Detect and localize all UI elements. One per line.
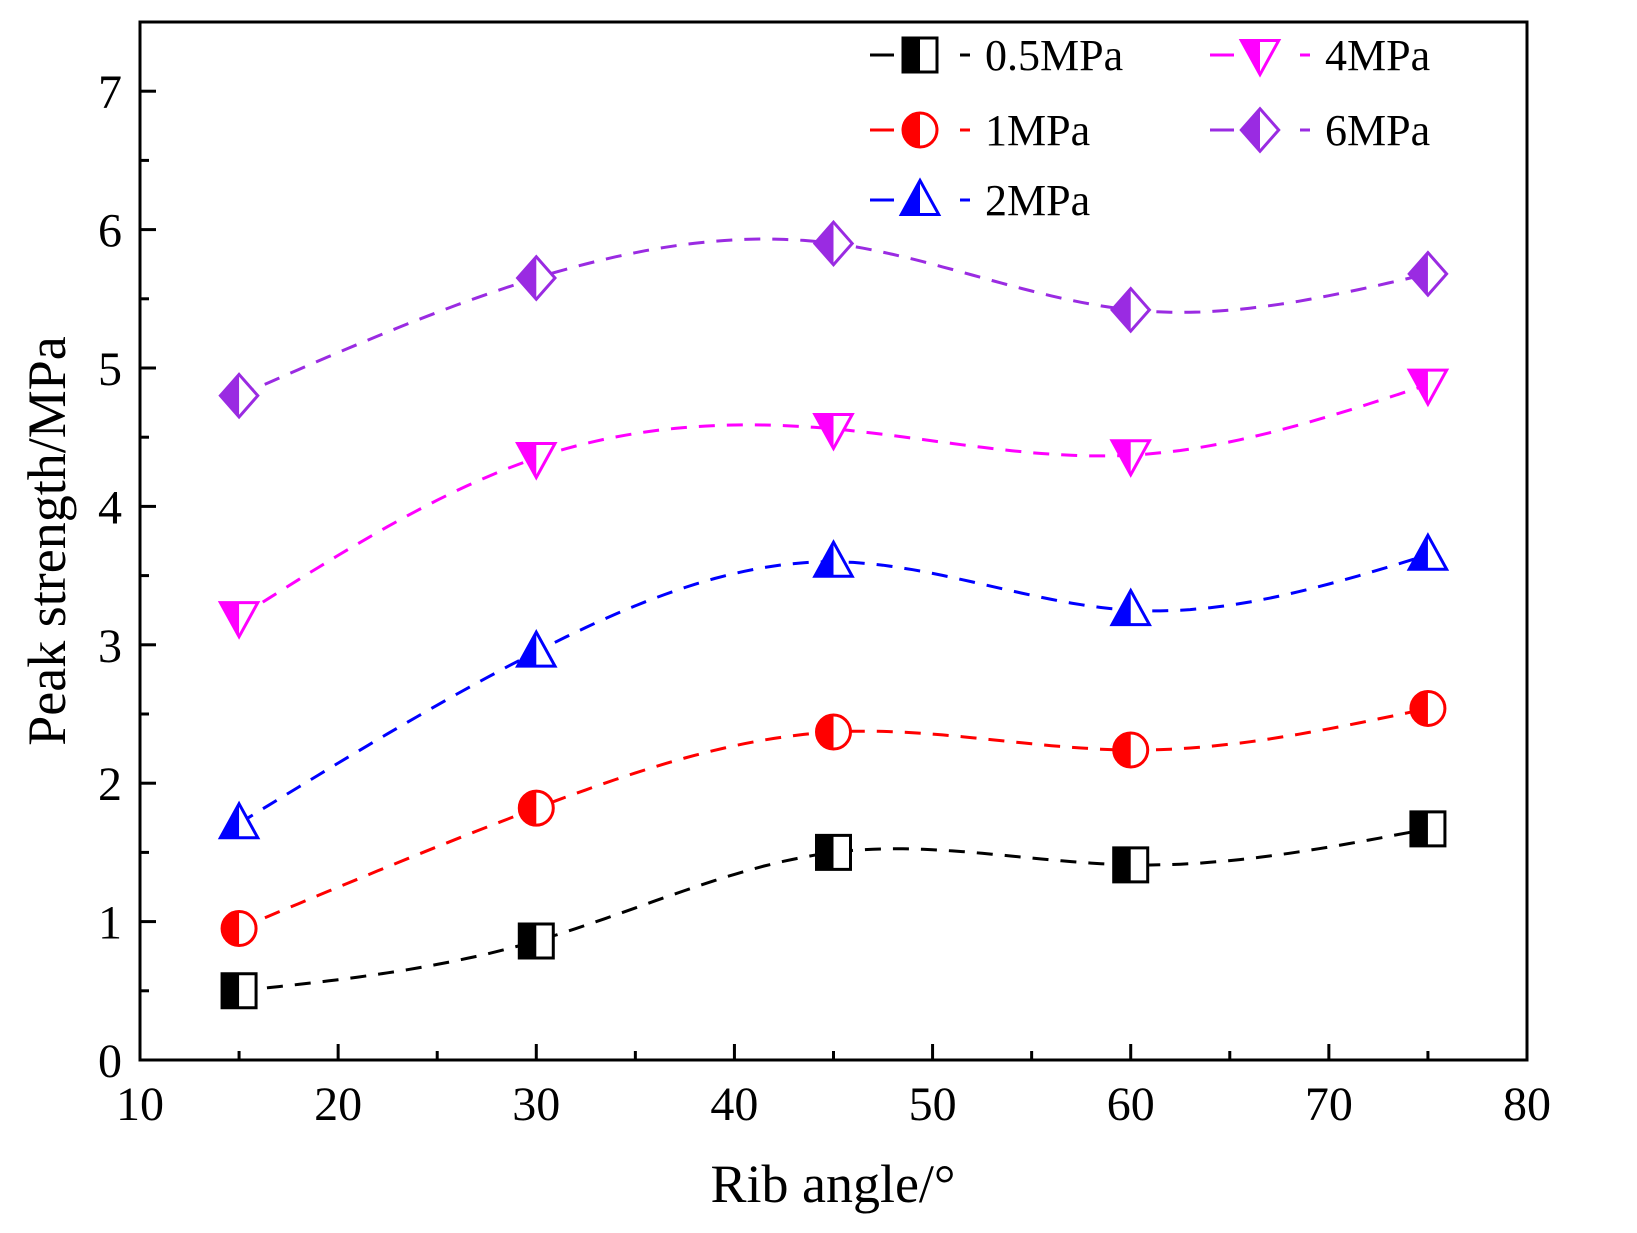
data-point-0.5MPa xyxy=(220,972,258,1010)
x-tick-label: 50 xyxy=(909,1078,957,1131)
legend-marker xyxy=(1238,39,1282,78)
legend-item-1MPa: 1MPa xyxy=(870,106,1090,155)
data-point-2MPa xyxy=(515,629,558,668)
data-markers xyxy=(217,219,1450,1010)
legend-marker xyxy=(898,177,942,216)
x-tick-label: 60 xyxy=(1107,1078,1155,1131)
y-tick-label: 2 xyxy=(98,758,122,811)
y-tick-label: 3 xyxy=(98,620,122,673)
legend-item-4MPa: 4MPa xyxy=(1210,31,1430,80)
fit-curve-0.5MPa xyxy=(238,827,1429,993)
data-point-2MPa xyxy=(1406,532,1450,571)
y-tick-label: 1 xyxy=(98,897,122,950)
legend-marker xyxy=(901,111,939,149)
data-point-0.5MPa xyxy=(1112,846,1150,884)
y-tick-label: 0 xyxy=(98,1035,122,1088)
data-point-6MPa xyxy=(812,219,855,267)
data-point-6MPa xyxy=(1110,286,1152,334)
x-axis-title: Rib angle/° xyxy=(710,1154,955,1214)
data-point-6MPa xyxy=(218,372,260,420)
x-tick-label: 70 xyxy=(1305,1078,1353,1131)
x-axis: 10 20 30 40 50 60 70 80 xyxy=(116,1044,1551,1131)
legend-label: 1MPa xyxy=(985,106,1090,155)
data-point-1MPa xyxy=(1409,689,1447,727)
y-tick-label: 4 xyxy=(98,481,122,534)
legend-item-2MPa: 2MPa xyxy=(870,176,1090,225)
data-point-6MPa xyxy=(515,254,557,302)
y-axis: 0 1 2 3 4 5 6 7 xyxy=(98,20,156,1088)
legend-marker xyxy=(901,36,939,74)
fit-curves xyxy=(238,237,1429,993)
x-tick-label: 80 xyxy=(1503,1078,1551,1131)
data-point-4MPa xyxy=(1109,439,1152,478)
legend-item-0.5MPa: 0.5MPa xyxy=(870,31,1123,80)
data-point-4MPa xyxy=(217,601,261,640)
legend-item-6MPa: 6MPa xyxy=(1210,106,1430,155)
data-point-4MPa xyxy=(515,442,558,481)
legend-label: 4MPa xyxy=(1325,31,1430,80)
y-tick-label: 5 xyxy=(98,343,122,396)
x-tick-label: 20 xyxy=(314,1078,362,1131)
data-point-1MPa xyxy=(517,789,555,827)
y-tick-label: 7 xyxy=(98,66,122,119)
data-point-4MPa xyxy=(1406,368,1450,408)
legend-marker xyxy=(1239,106,1281,154)
data-point-2MPa xyxy=(1109,587,1152,627)
legend: 0.5MPa 1MPa 2MPa 4MPa 6MPa xyxy=(870,31,1430,225)
legend-label: 0.5MPa xyxy=(985,31,1123,80)
data-point-0.5MPa xyxy=(517,922,555,960)
data-point-2MPa xyxy=(217,800,261,840)
fit-curve-4MPa xyxy=(238,383,1429,619)
data-point-0.5MPa xyxy=(815,833,852,871)
legend-label: 2MPa xyxy=(985,176,1090,225)
data-point-1MPa xyxy=(815,713,852,751)
x-tick-label: 40 xyxy=(710,1078,758,1131)
y-axis-title: Peak strength/MPa xyxy=(17,336,77,745)
data-point-4MPa xyxy=(812,412,855,452)
x-tick-label: 10 xyxy=(116,1078,164,1131)
data-point-1MPa xyxy=(1112,731,1150,769)
data-point-0.5MPa xyxy=(1409,810,1447,848)
data-point-1MPa xyxy=(220,910,258,948)
data-point-6MPa xyxy=(1407,250,1449,298)
legend-label: 6MPa xyxy=(1325,106,1430,155)
x-tick-label: 30 xyxy=(512,1078,560,1131)
y-tick-label: 6 xyxy=(98,205,122,258)
fit-curve-2MPa xyxy=(238,553,1429,825)
data-point-2MPa xyxy=(812,539,855,578)
